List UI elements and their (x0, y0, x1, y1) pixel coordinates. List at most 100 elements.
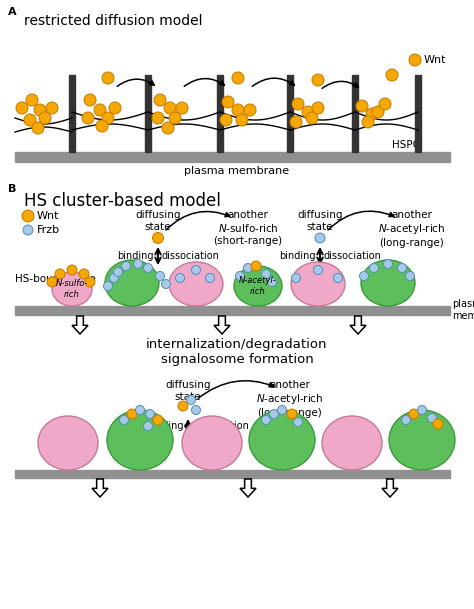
Circle shape (356, 100, 368, 112)
Circle shape (379, 98, 391, 110)
Circle shape (302, 106, 314, 118)
Text: N-acetyl-
rich: N-acetyl- rich (239, 276, 277, 296)
Text: binding: binding (280, 251, 316, 261)
Circle shape (85, 277, 95, 287)
Circle shape (153, 233, 164, 244)
Text: dissociation: dissociation (324, 251, 382, 261)
Text: Wnt: Wnt (424, 55, 447, 65)
Ellipse shape (249, 410, 315, 470)
Circle shape (270, 409, 279, 418)
Circle shape (152, 112, 164, 124)
Text: another
$N$-acetyl-rich
(long-range): another $N$-acetyl-rich (long-range) (378, 210, 446, 248)
Circle shape (405, 272, 414, 281)
Circle shape (366, 108, 378, 120)
Circle shape (186, 395, 195, 404)
Text: plasma membrane: plasma membrane (184, 166, 290, 176)
Circle shape (409, 54, 421, 66)
Circle shape (362, 116, 374, 128)
Text: Frzb: Frzb (37, 225, 60, 235)
Bar (145, 75, 151, 152)
Text: Wnt: Wnt (37, 211, 60, 221)
Circle shape (119, 415, 128, 424)
Circle shape (164, 102, 176, 114)
Ellipse shape (361, 260, 415, 306)
Circle shape (334, 273, 343, 283)
Circle shape (39, 112, 51, 124)
Circle shape (383, 259, 392, 269)
Ellipse shape (38, 416, 98, 470)
Circle shape (121, 261, 130, 270)
Circle shape (312, 74, 324, 86)
Circle shape (398, 264, 407, 272)
Circle shape (292, 98, 304, 110)
Circle shape (178, 401, 188, 411)
Circle shape (220, 114, 232, 126)
Circle shape (144, 421, 153, 431)
Circle shape (136, 406, 145, 415)
Ellipse shape (389, 410, 455, 470)
Circle shape (34, 104, 46, 116)
Circle shape (267, 278, 276, 286)
Circle shape (277, 406, 286, 415)
Circle shape (236, 114, 248, 126)
Circle shape (26, 94, 38, 106)
Circle shape (313, 266, 322, 275)
Circle shape (372, 106, 384, 118)
Circle shape (84, 94, 96, 106)
Text: plasma
membrane: plasma membrane (452, 299, 474, 321)
Text: diffusing
state: diffusing state (165, 380, 211, 401)
Bar (415, 75, 421, 152)
Circle shape (262, 415, 271, 424)
Circle shape (359, 272, 368, 281)
Text: internalization/degradation
signalosome formation: internalization/degradation signalosome … (146, 338, 328, 366)
Circle shape (287, 409, 297, 419)
Circle shape (162, 122, 174, 134)
Bar (69, 75, 75, 152)
Text: binding: binding (118, 251, 154, 261)
Bar (217, 75, 223, 152)
Ellipse shape (182, 416, 242, 470)
Polygon shape (240, 479, 256, 497)
Circle shape (103, 281, 112, 290)
Circle shape (244, 104, 256, 116)
Text: restricted diffusion model: restricted diffusion model (24, 14, 202, 28)
Text: HS cluster-based model: HS cluster-based model (24, 192, 221, 210)
Circle shape (82, 112, 94, 124)
Circle shape (113, 267, 122, 276)
Circle shape (102, 72, 114, 84)
Circle shape (169, 112, 181, 124)
Circle shape (146, 409, 155, 418)
Text: HSPG: HSPG (392, 140, 421, 150)
Circle shape (46, 102, 58, 114)
Polygon shape (350, 316, 366, 334)
Circle shape (79, 269, 89, 279)
Ellipse shape (52, 272, 92, 306)
Circle shape (96, 120, 108, 132)
Text: diffusing
state: diffusing state (297, 210, 343, 231)
Circle shape (290, 116, 302, 128)
Circle shape (102, 112, 114, 124)
Circle shape (175, 273, 184, 283)
Circle shape (433, 419, 443, 429)
Circle shape (109, 273, 118, 283)
Circle shape (232, 104, 244, 116)
Ellipse shape (322, 416, 382, 470)
Circle shape (24, 114, 36, 126)
Circle shape (401, 415, 410, 424)
Circle shape (67, 265, 77, 275)
Polygon shape (92, 479, 108, 497)
Bar (15, 152, 450, 162)
Circle shape (428, 414, 437, 423)
Circle shape (312, 102, 324, 114)
Bar (15, 306, 450, 315)
Circle shape (244, 264, 253, 272)
Circle shape (409, 409, 419, 419)
Ellipse shape (105, 260, 159, 306)
Ellipse shape (234, 266, 282, 306)
Circle shape (315, 233, 325, 243)
Bar (15, 470, 450, 478)
Circle shape (127, 409, 137, 419)
Text: another
$N$-acetyl-rich
(long-range): another $N$-acetyl-rich (long-range) (256, 380, 324, 418)
Circle shape (262, 270, 271, 278)
Circle shape (418, 406, 427, 415)
